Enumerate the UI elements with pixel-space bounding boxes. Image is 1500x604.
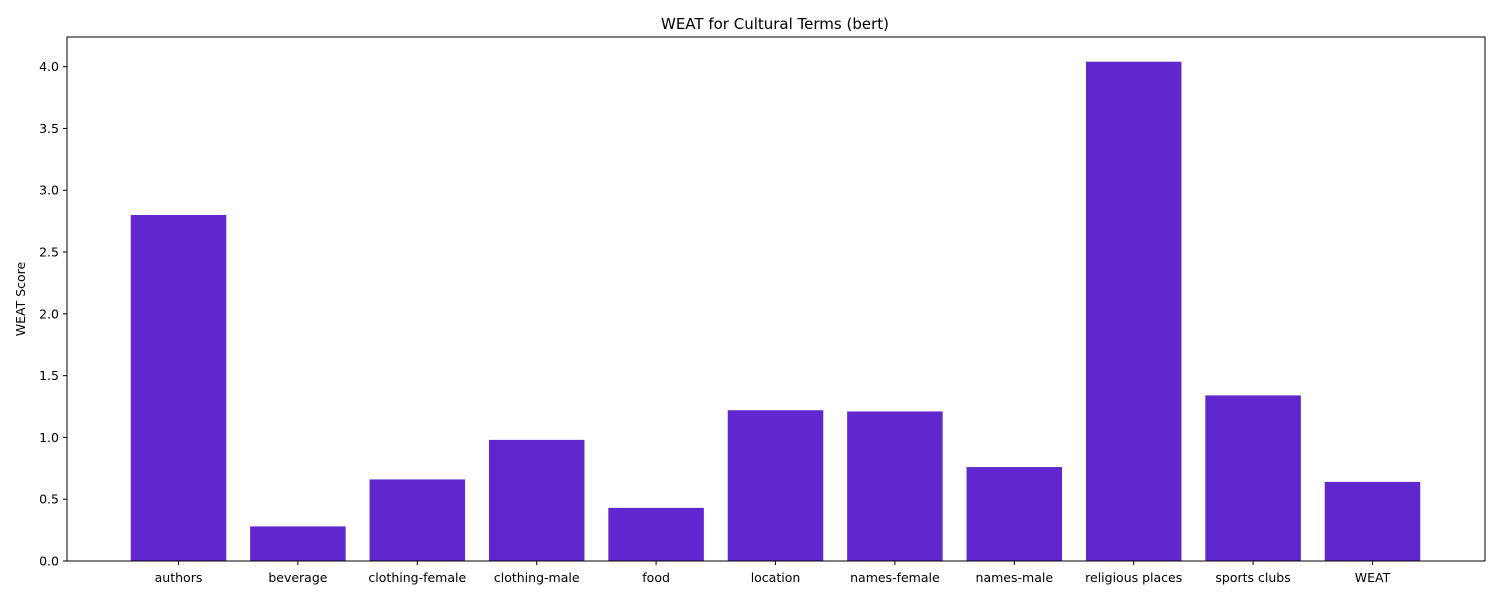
y-tick-label: 0.5 — [39, 492, 59, 507]
x-axis-ticks: authors beverage clothing-female clothing-m… — [155, 561, 1391, 585]
bar-religious-places — [1085, 61, 1182, 561]
bar-authors — [130, 214, 227, 561]
x-tick-label: beverage — [268, 570, 327, 585]
bar-clothing-female — [369, 479, 466, 561]
bar-beverage — [250, 526, 346, 561]
x-tick-label: location — [751, 570, 801, 585]
x-tick-label: religious places — [1085, 570, 1182, 585]
y-tick-label: 1.0 — [39, 430, 59, 445]
bars-layer — [130, 61, 1421, 561]
y-tick-label: 1.5 — [39, 368, 59, 383]
bar-weat — [1324, 481, 1421, 561]
x-tick-label: WEAT — [1355, 570, 1391, 585]
plot-frame — [66, 36, 1486, 562]
y-tick-label: 4.0 — [39, 59, 59, 74]
x-tick-label: authors — [155, 570, 203, 585]
x-tick-label: names-female — [850, 570, 940, 585]
bar-names-male — [966, 467, 1063, 561]
y-tick-label: 3.5 — [39, 121, 59, 136]
bar-food — [608, 507, 704, 561]
x-tick-label: names-male — [976, 570, 1054, 585]
x-tick-label: food — [642, 570, 670, 585]
y-tick-label: 2.5 — [39, 245, 59, 260]
x-tick-label: clothing-female — [368, 570, 466, 585]
y-tick-label: 0.0 — [39, 554, 59, 569]
bar-location — [727, 410, 824, 561]
x-tick-label: sports clubs — [1215, 570, 1290, 585]
bar-names-female — [847, 411, 943, 561]
bar-sports-clubs — [1205, 395, 1301, 561]
bar-clothing-male — [488, 439, 585, 561]
x-tick-label: clothing-male — [494, 570, 580, 585]
y-tick-label: 2.0 — [39, 306, 59, 321]
y-axis-label: WEAT Score — [13, 261, 28, 336]
y-axis-ticks: 0.0 0.5 1.0 1.5 2.0 2.5 3.0 3.5 4.0 — [39, 59, 67, 569]
y-tick-label: 3.0 — [39, 183, 59, 198]
chart-title: WEAT for Cultural Terms (bert) — [661, 15, 889, 33]
